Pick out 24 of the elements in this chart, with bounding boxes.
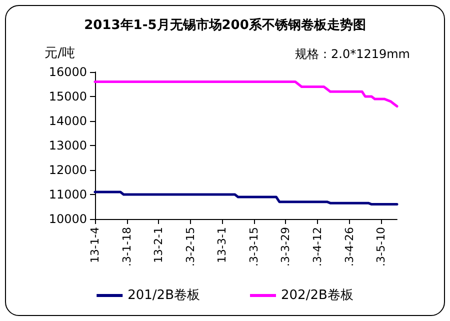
x-tick-label: .3-3-29: [279, 227, 292, 266]
y-axis-title: 元/吨: [44, 46, 75, 61]
y-tick-label: 13000: [48, 138, 87, 152]
y-tick-label: 16000: [48, 65, 87, 79]
y-tick-label: 14000: [48, 114, 87, 128]
line-series: [94, 80, 398, 108]
line-series: [94, 190, 398, 206]
chart-title: 2013年1-5月无锡市场200系不锈钢卷板走势图: [84, 17, 366, 33]
x-tick-label: .3-1-18: [120, 227, 134, 266]
x-tick-label: .3-4-12: [311, 227, 324, 266]
legend-label: 202/2B卷板: [281, 288, 354, 303]
x-tick-label: 13-3-1: [216, 227, 229, 263]
x-tick-label: .3-3-15: [247, 227, 260, 266]
y-tick-label: 11000: [48, 188, 87, 202]
x-tick-label: .3-5-10: [374, 227, 388, 266]
text: 规格：2.0*1219mm: [295, 47, 410, 61]
legend-label: 201/2B卷板: [128, 288, 200, 303]
x-tick-label: 13-2-1: [152, 227, 166, 263]
x-tick-label: .3-2-15: [184, 227, 197, 266]
y-tick-label: 10000: [48, 212, 87, 226]
x-tick-label: 13-1-4: [88, 227, 102, 263]
y-tick-label: 12000: [48, 163, 87, 177]
y-tick-label: 15000: [48, 90, 87, 104]
x-tick-label: .3-4-26: [342, 227, 356, 266]
